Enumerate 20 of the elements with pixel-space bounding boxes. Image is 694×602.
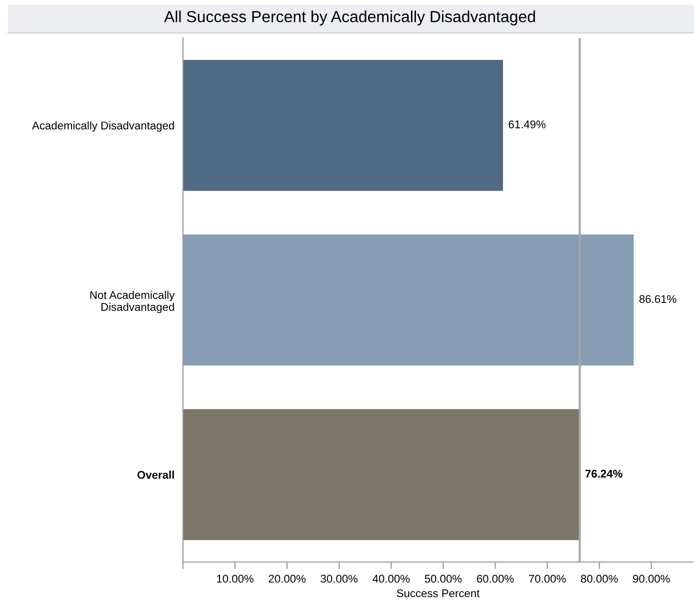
- data-label: 86.61%: [639, 295, 676, 303]
- x-tick-label: 80.00%: [580, 574, 618, 583]
- x-tick-label: 70.00%: [529, 574, 566, 583]
- x-tick-label: 50.00%: [424, 574, 462, 583]
- y-tick-label: Overall: [137, 470, 174, 479]
- x-tick-label: 10.00%: [217, 574, 254, 583]
- bar: [183, 409, 580, 540]
- x-tick-label: 40.00%: [372, 574, 410, 583]
- x-tick-label: 20.00%: [268, 574, 306, 583]
- x-tick-label: 30.00%: [320, 574, 358, 583]
- bar: [183, 234, 634, 366]
- x-tick-label: 60.00%: [476, 574, 514, 583]
- x-tick-label: 90.00%: [633, 574, 670, 583]
- bar: [183, 60, 503, 191]
- data-label: 61.49%: [508, 120, 546, 128]
- y-tick-label: Not Academically Disadvantaged: [90, 290, 175, 314]
- chart-title: All Success Percent by Academically Disadvantaged: [164, 10, 535, 26]
- data-label: 76.24%: [585, 470, 622, 478]
- y-tick-label: Academically Disadvantaged: [32, 121, 174, 132]
- x-axis-title: Success Percent: [396, 589, 480, 598]
